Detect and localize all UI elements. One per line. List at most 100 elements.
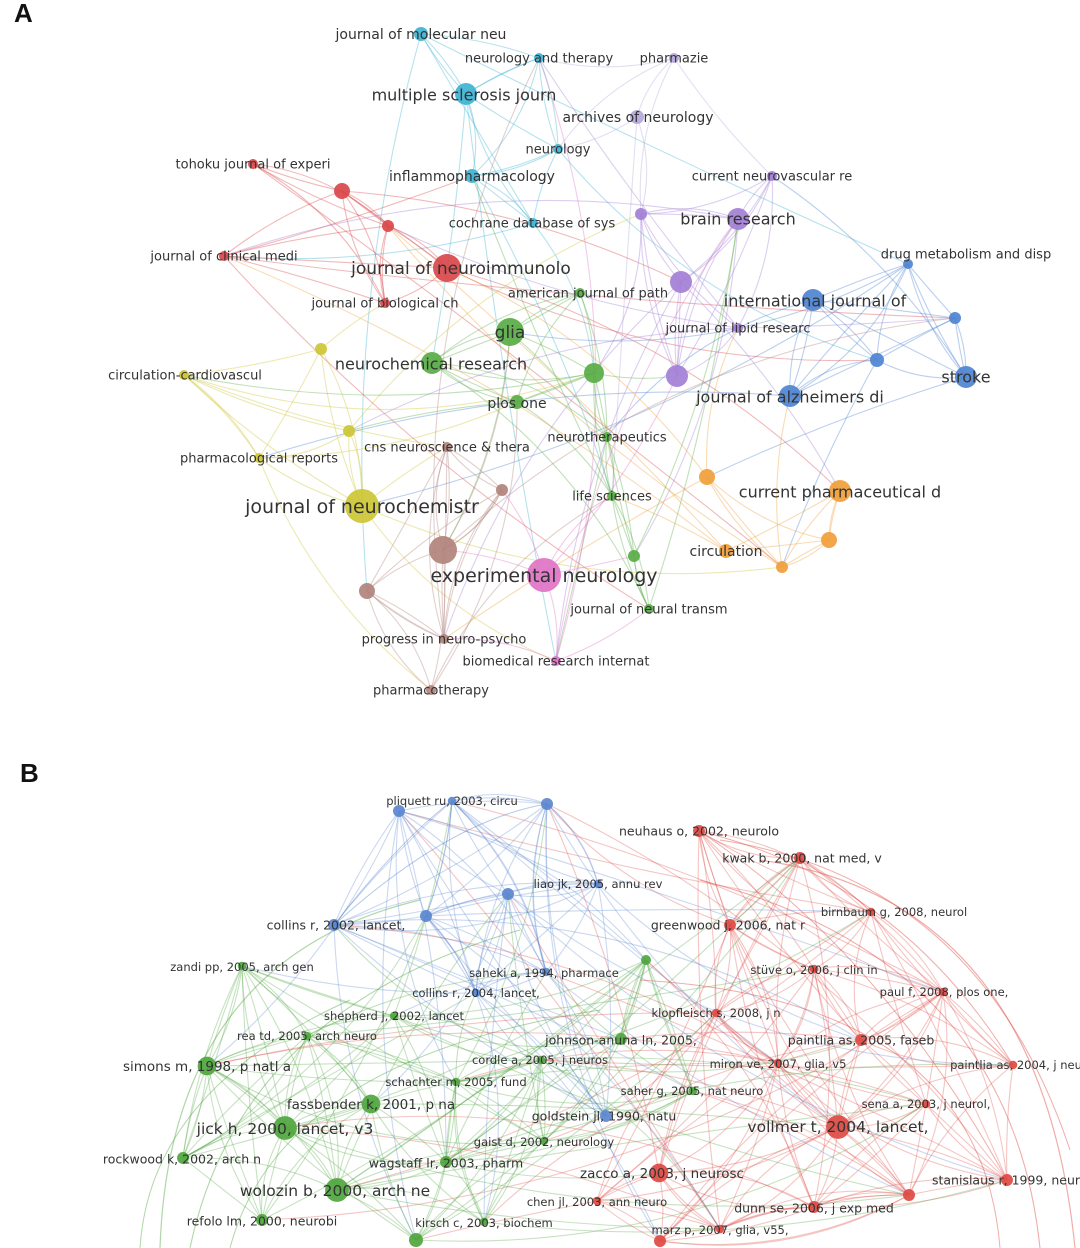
node-curneurovasc[interactable]	[767, 171, 777, 181]
node-circcardio[interactable]	[179, 370, 189, 380]
network-node[interactable]	[584, 363, 604, 383]
node-lifesci[interactable]	[607, 491, 617, 501]
node-jbiolch[interactable]	[380, 298, 390, 308]
node-miron[interactable]	[773, 1058, 783, 1068]
node-progneuro[interactable]	[439, 634, 449, 644]
node-drugmet[interactable]	[903, 259, 913, 269]
node-cnsneuro[interactable]	[442, 442, 452, 452]
node-vollmer[interactable]	[826, 1115, 850, 1139]
node-pharmrep[interactable]	[254, 453, 264, 463]
node-ajpath[interactable]	[575, 288, 585, 298]
node-neurothera[interactable]	[602, 432, 612, 442]
node-jmn[interactable]	[414, 27, 428, 41]
node-goldstein[interactable]	[600, 1110, 612, 1122]
node-paintlia2004[interactable]	[1008, 1060, 1018, 1070]
node-greenwood[interactable]	[724, 919, 736, 931]
node-plosone[interactable]	[510, 395, 524, 409]
network-node[interactable]	[393, 805, 405, 817]
network-node[interactable]	[496, 484, 508, 496]
node-saher[interactable]	[688, 1086, 698, 1096]
network-node[interactable]	[670, 271, 692, 293]
node-kirsch[interactable]	[479, 1217, 489, 1227]
network-node[interactable]	[641, 955, 651, 965]
node-glia[interactable]	[496, 318, 524, 346]
network-node[interactable]	[654, 1235, 666, 1247]
network-node[interactable]	[903, 1189, 915, 1201]
network-node[interactable]	[635, 208, 647, 220]
node-jick[interactable]	[273, 1116, 297, 1140]
node-reatd[interactable]	[302, 1031, 312, 1041]
network-node[interactable]	[334, 183, 350, 199]
node-kwak[interactable]	[794, 852, 806, 864]
node-neuhaus[interactable]	[693, 825, 705, 837]
node-simons[interactable]	[197, 1056, 217, 1076]
network-node[interactable]	[666, 365, 688, 387]
node-sena[interactable]	[921, 1099, 931, 1109]
node-msj[interactable]	[455, 83, 477, 105]
network-node[interactable]	[429, 536, 457, 564]
node-pharmazie[interactable]	[669, 53, 679, 63]
network-node[interactable]	[776, 561, 788, 573]
node-archneuro[interactable]	[630, 110, 644, 124]
network-node[interactable]	[949, 312, 961, 324]
node-cochrane[interactable]	[528, 218, 538, 228]
node-jlipid[interactable]	[733, 323, 743, 333]
network-node[interactable]	[628, 550, 640, 562]
node-shepherd[interactable]	[389, 1011, 399, 1021]
node-stanislaus[interactable]	[1001, 1174, 1013, 1186]
node-rockwood[interactable]	[177, 1152, 189, 1164]
node-biomedres[interactable]	[551, 656, 561, 666]
network-node[interactable]	[315, 343, 327, 355]
network-node[interactable]	[343, 425, 355, 437]
node-refolo[interactable]	[256, 1214, 268, 1226]
network-node[interactable]	[420, 910, 432, 922]
node-jneuroimm[interactable]	[433, 254, 461, 282]
node-chen[interactable]	[592, 1196, 602, 1206]
node-neuther[interactable]	[534, 53, 544, 63]
node-tohoku[interactable]	[248, 159, 258, 169]
node-inflammo[interactable]	[465, 169, 479, 183]
node-stuve[interactable]	[809, 964, 819, 974]
node-liao[interactable]	[593, 879, 603, 889]
node-dunn[interactable]	[808, 1201, 820, 1213]
node-ijof[interactable]	[802, 289, 824, 311]
node-saheki[interactable]	[541, 967, 551, 977]
network-node[interactable]	[409, 1233, 423, 1247]
network-node[interactable]	[382, 220, 394, 232]
network-node[interactable]	[359, 583, 375, 599]
network-node[interactable]	[502, 888, 514, 900]
node-zandi[interactable]	[237, 961, 247, 971]
node-cordle[interactable]	[536, 1055, 546, 1065]
node-zacco[interactable]	[649, 1163, 669, 1183]
node-wagstaff[interactable]	[440, 1156, 452, 1168]
node-jclinmed[interactable]	[219, 251, 229, 261]
node-pharmacother[interactable]	[426, 685, 436, 695]
node-marz[interactable]	[715, 1224, 725, 1234]
node-fassbender[interactable]	[361, 1094, 381, 1114]
node-collins2004[interactable]	[471, 988, 481, 998]
node-curpharm[interactable]	[829, 480, 851, 502]
node-klopfleisch[interactable]	[711, 1008, 721, 1018]
node-schachter[interactable]	[451, 1077, 461, 1087]
node-expneuro[interactable]	[527, 558, 561, 592]
network-node[interactable]	[699, 469, 715, 485]
node-birnbaum[interactable]	[866, 907, 876, 917]
node-paintlia2005[interactable]	[855, 1034, 867, 1046]
network-node[interactable]	[541, 798, 553, 810]
node-neurochemres[interactable]	[421, 352, 443, 374]
node-johnson[interactable]	[615, 1033, 627, 1045]
node-jalz[interactable]	[779, 385, 801, 407]
node-stroke[interactable]	[955, 366, 977, 388]
node-gaist[interactable]	[539, 1136, 549, 1146]
node-circulation[interactable]	[719, 544, 733, 558]
node-paul[interactable]	[938, 987, 948, 997]
node-jneurochem[interactable]	[345, 489, 379, 523]
node-neurology[interactable]	[553, 144, 563, 154]
node-collins2002[interactable]	[328, 919, 340, 931]
network-node[interactable]	[870, 353, 884, 367]
node-wolozin[interactable]	[325, 1178, 349, 1202]
node-pliquett[interactable]	[447, 796, 457, 806]
node-jneuraltr[interactable]	[644, 604, 654, 614]
node-brainres[interactable]	[727, 208, 749, 230]
network-node[interactable]	[821, 532, 837, 548]
